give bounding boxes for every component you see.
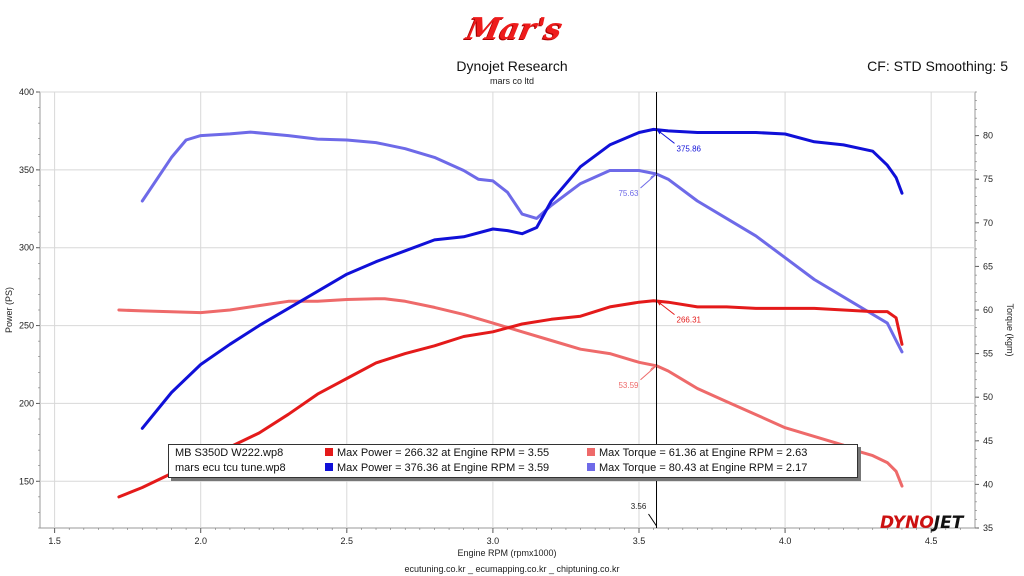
chart-title: Dynojet Research — [456, 58, 568, 74]
legend-row-tuned: mars ecu tcu tune.wp8 Max Power = 376.36 … — [175, 461, 807, 475]
correction-settings: CF: STD Smoothing: 5 — [867, 58, 1008, 74]
chart-subtitle: mars co ltd — [489, 76, 534, 86]
legend-swatch-tuned-torque — [587, 463, 595, 471]
rpm-cursor-arrow — [648, 513, 657, 527]
legend-row-stock: MB S350D W222.wp8 Max Power = 266.32 at E… — [175, 446, 807, 460]
dynojet-brand-text: DYNOJET — [880, 513, 965, 533]
x-tick-label: 2.0 — [194, 536, 207, 546]
legend-max-torque: Max Torque = 80.43 at Engine RPM = 2.17 — [599, 462, 808, 474]
y-tick-label: 300 — [19, 243, 34, 253]
y2-tick-label: 55 — [983, 349, 993, 359]
annotation-arrowhead — [649, 173, 657, 179]
legend-max-torque: Max Torque = 61.36 at Engine RPM = 2.63 — [599, 447, 808, 459]
y-tick-label: 350 — [19, 165, 34, 175]
annotation-leader — [640, 173, 657, 189]
x-axis-label: Engine RPM (rpmx1000) — [457, 548, 556, 558]
y2-tick-label: 65 — [983, 261, 993, 271]
y2-tick-label: 35 — [983, 523, 993, 533]
y2-tick-label: 60 — [983, 305, 993, 315]
annotation-label: 266.31 — [677, 316, 702, 325]
legend-max-power: Max Power = 266.32 at Engine RPM = 3.55 — [337, 447, 550, 459]
legend-file-name: mars ecu tcu tune.wp8 — [175, 462, 286, 474]
mars-logo: Mar's Mar's — [461, 12, 565, 48]
legend-swatch-tuned-power — [325, 463, 333, 471]
x-tick-label: 4.0 — [779, 536, 792, 546]
x-tick-label: 3.0 — [487, 536, 500, 546]
annotation-arrowhead — [656, 300, 662, 306]
annotation-arrowhead — [656, 129, 662, 135]
series-line-stock-power — [117, 299, 904, 499]
x-tick-label: 1.5 — [48, 536, 61, 546]
x-tick-label: 3.5 — [633, 536, 646, 546]
legend: MB S350D W222.wp8 Max Power = 266.32 at E… — [168, 444, 858, 478]
axes: 1.5 2.0 2.5 3.0 3.5 4.0 4.5 150 200 250 300 350 400 3… — [19, 87, 993, 546]
annotation-label: 53.59 — [618, 381, 639, 390]
series-line-tuned-power — [140, 127, 904, 430]
y-axis-label: Power (PS) — [4, 287, 14, 333]
annotation-arrowhead — [649, 365, 657, 371]
dynojet-brand: DYNOJET — [880, 513, 965, 533]
y2-tick-label: 40 — [983, 479, 993, 489]
rpm-cursor-label: 3.56 — [631, 502, 647, 511]
y2-tick-label: 50 — [983, 392, 993, 402]
y2-axis-label: Torque (kgm) — [1005, 303, 1015, 356]
legend-swatch-stock-power — [325, 448, 333, 456]
series-line-tuned-torque — [140, 130, 904, 354]
series-layer — [117, 127, 904, 499]
annotation-label: 75.63 — [618, 189, 639, 198]
y2-tick-label: 70 — [983, 218, 993, 228]
footer-links: ecutuning.co.kr _ ecumapping.co.kr _ chi… — [404, 564, 620, 574]
series-line-stock-torque — [117, 297, 904, 488]
x-tick-label: 4.5 — [925, 536, 938, 546]
x-tick-label: 2.5 — [341, 536, 354, 546]
y-tick-label: 200 — [19, 398, 34, 408]
y2-tick-label: 80 — [983, 131, 993, 141]
y2-tick-label: 45 — [983, 436, 993, 446]
grid — [40, 91, 975, 528]
annotation-label: 375.86 — [677, 144, 702, 153]
legend-swatch-stock-torque — [587, 448, 595, 456]
legend-max-power: Max Power = 376.36 at Engine RPM = 3.59 — [337, 462, 550, 474]
y-tick-label: 400 — [19, 87, 34, 97]
y-tick-label: 250 — [19, 321, 34, 331]
y-tick-label: 150 — [19, 476, 34, 486]
annotation-leader — [640, 365, 657, 381]
mars-logo-text: Mar's — [461, 13, 564, 48]
y2-tick-label: 75 — [983, 174, 993, 184]
legend-file-name: MB S350D W222.wp8 — [175, 447, 284, 459]
mars-logo-text-highlight: Mar's — [462, 12, 565, 47]
